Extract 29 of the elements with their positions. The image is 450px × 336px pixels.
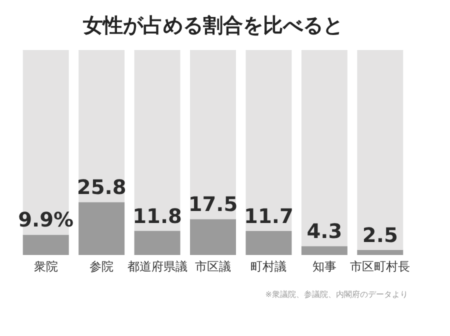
bar: [246, 50, 292, 232]
data-label: 4.3: [306, 219, 342, 244]
bar: [78, 202, 125, 255]
chart-title: 女性が占める割合を比べると: [82, 13, 343, 37]
x-tick-label: 衆院: [34, 260, 58, 274]
bar: [246, 231, 292, 255]
bar: [190, 50, 236, 220]
bar: [134, 50, 180, 231]
bar: [301, 246, 348, 255]
data-label: 11.8: [132, 204, 182, 228]
x-tick-label: 参院: [90, 260, 114, 274]
x-tick-label: 知事: [312, 260, 336, 274]
bar: [190, 219, 236, 255]
data-label: 11.7: [244, 204, 294, 228]
bar: [22, 234, 69, 255]
x-tick-label: 市区議: [195, 260, 231, 274]
bar: [78, 50, 125, 202]
x-tick-label: 町村議: [250, 260, 287, 274]
bar: [134, 230, 180, 255]
x-tick-label: 市区町村長: [350, 260, 410, 274]
data-label: 9.9%: [18, 208, 74, 232]
data-label: 2.5: [362, 222, 398, 247]
bar: [357, 50, 404, 250]
bar: [357, 250, 404, 255]
data-label: 17.5: [188, 192, 238, 216]
text: ※衆議院、参議院、内閣府のデータより: [265, 290, 408, 299]
x-tick-label: 都道府県議: [127, 260, 188, 274]
data-label: 25.8: [76, 175, 126, 200]
bar: [301, 50, 348, 246]
